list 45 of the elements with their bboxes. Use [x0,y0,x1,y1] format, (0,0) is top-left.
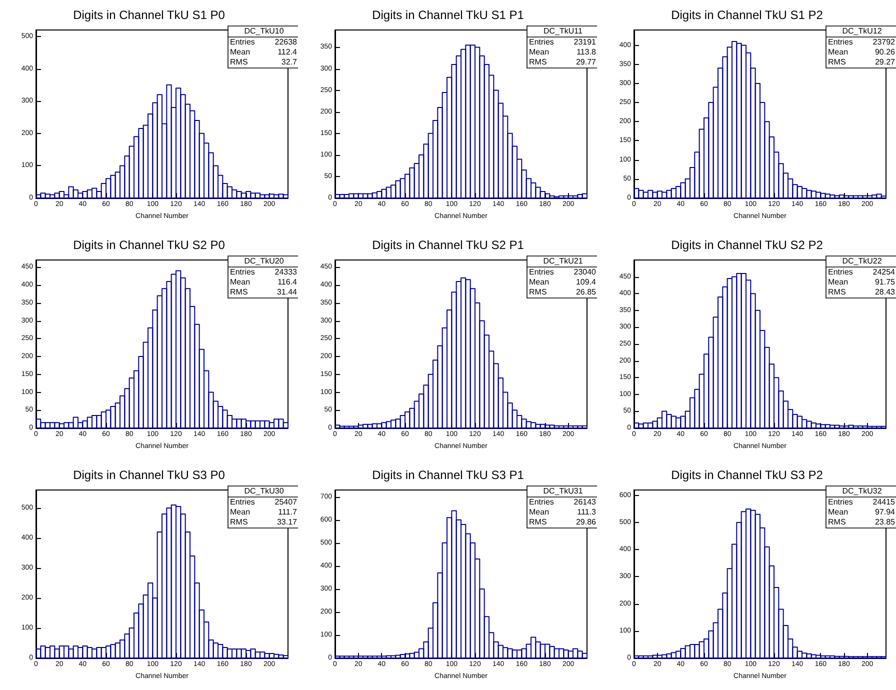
chart-title: Digits in Channel TkU S1 P1 [372,8,524,22]
text: Entries 25407 [230,498,297,506]
chart-title: Digits in Channel TkU S1 P0 [73,8,226,22]
text: Entries 23191 [529,38,596,46]
annotation: DC_TkU31 [543,486,584,496]
chart-title: Digits in Channel TkU S1 P2 [671,8,824,22]
chart-title: Digits in Channel TkU S2 P2 [671,238,824,252]
annotation: DC_TkU22 [842,256,882,266]
text: Mean 111.3 [529,508,596,516]
text: RMS 32.7 [230,58,297,66]
chart-title: Digits in Channel TkU S2 P0 [73,238,226,252]
annotation: DC_TkU32 [842,486,882,496]
annotation: DC_TkU10 [244,26,284,36]
text: RMS 29.27 [828,58,895,66]
annotation: DC_TkU11 [544,26,584,36]
text: RMS 33.17 [230,518,297,526]
text: Entries 24333 [230,268,297,276]
text: Entries 24415 [828,498,895,506]
text: Entries 24254 [828,268,895,276]
chart-title: Digits in Channel TkU S3 P1 [372,468,524,482]
text: Mean 116.4 [230,278,297,286]
annotation: DC_TkU20 [244,256,284,266]
text: Mean 112.4 [230,48,297,56]
text: Mean 113.8 [529,48,596,56]
chart-title: Digits in Channel TkU S3 P0 [73,468,226,482]
text: RMS 26.85 [529,288,596,296]
annotation: DC_TkU30 [244,486,284,496]
text: Mean 111.7 [230,508,297,516]
text: RMS 31.44 [230,288,297,296]
text: RMS 29.77 [529,58,596,66]
text: Mean 90.26 [828,48,895,56]
annotation: DC_TkU21 [543,256,584,266]
text: Mean 109.4 [529,278,596,286]
text: Entries 23040 [529,268,596,276]
text: Mean 97.94 [828,508,895,516]
text: RMS 28.43 [828,288,895,296]
annotation: DC_TkU12 [842,26,882,36]
text: Entries 22638 [230,38,297,46]
text: Entries 23792 [828,38,895,46]
text: Entries 26143 [529,498,596,506]
chart-title: Digits in Channel TkU S3 P2 [671,468,824,482]
text: Mean 91.75 [828,278,895,286]
text: RMS 29.86 [529,518,596,526]
text: RMS 23.85 [828,518,895,526]
chart-title: Digits in Channel TkU S2 P1 [372,238,524,252]
